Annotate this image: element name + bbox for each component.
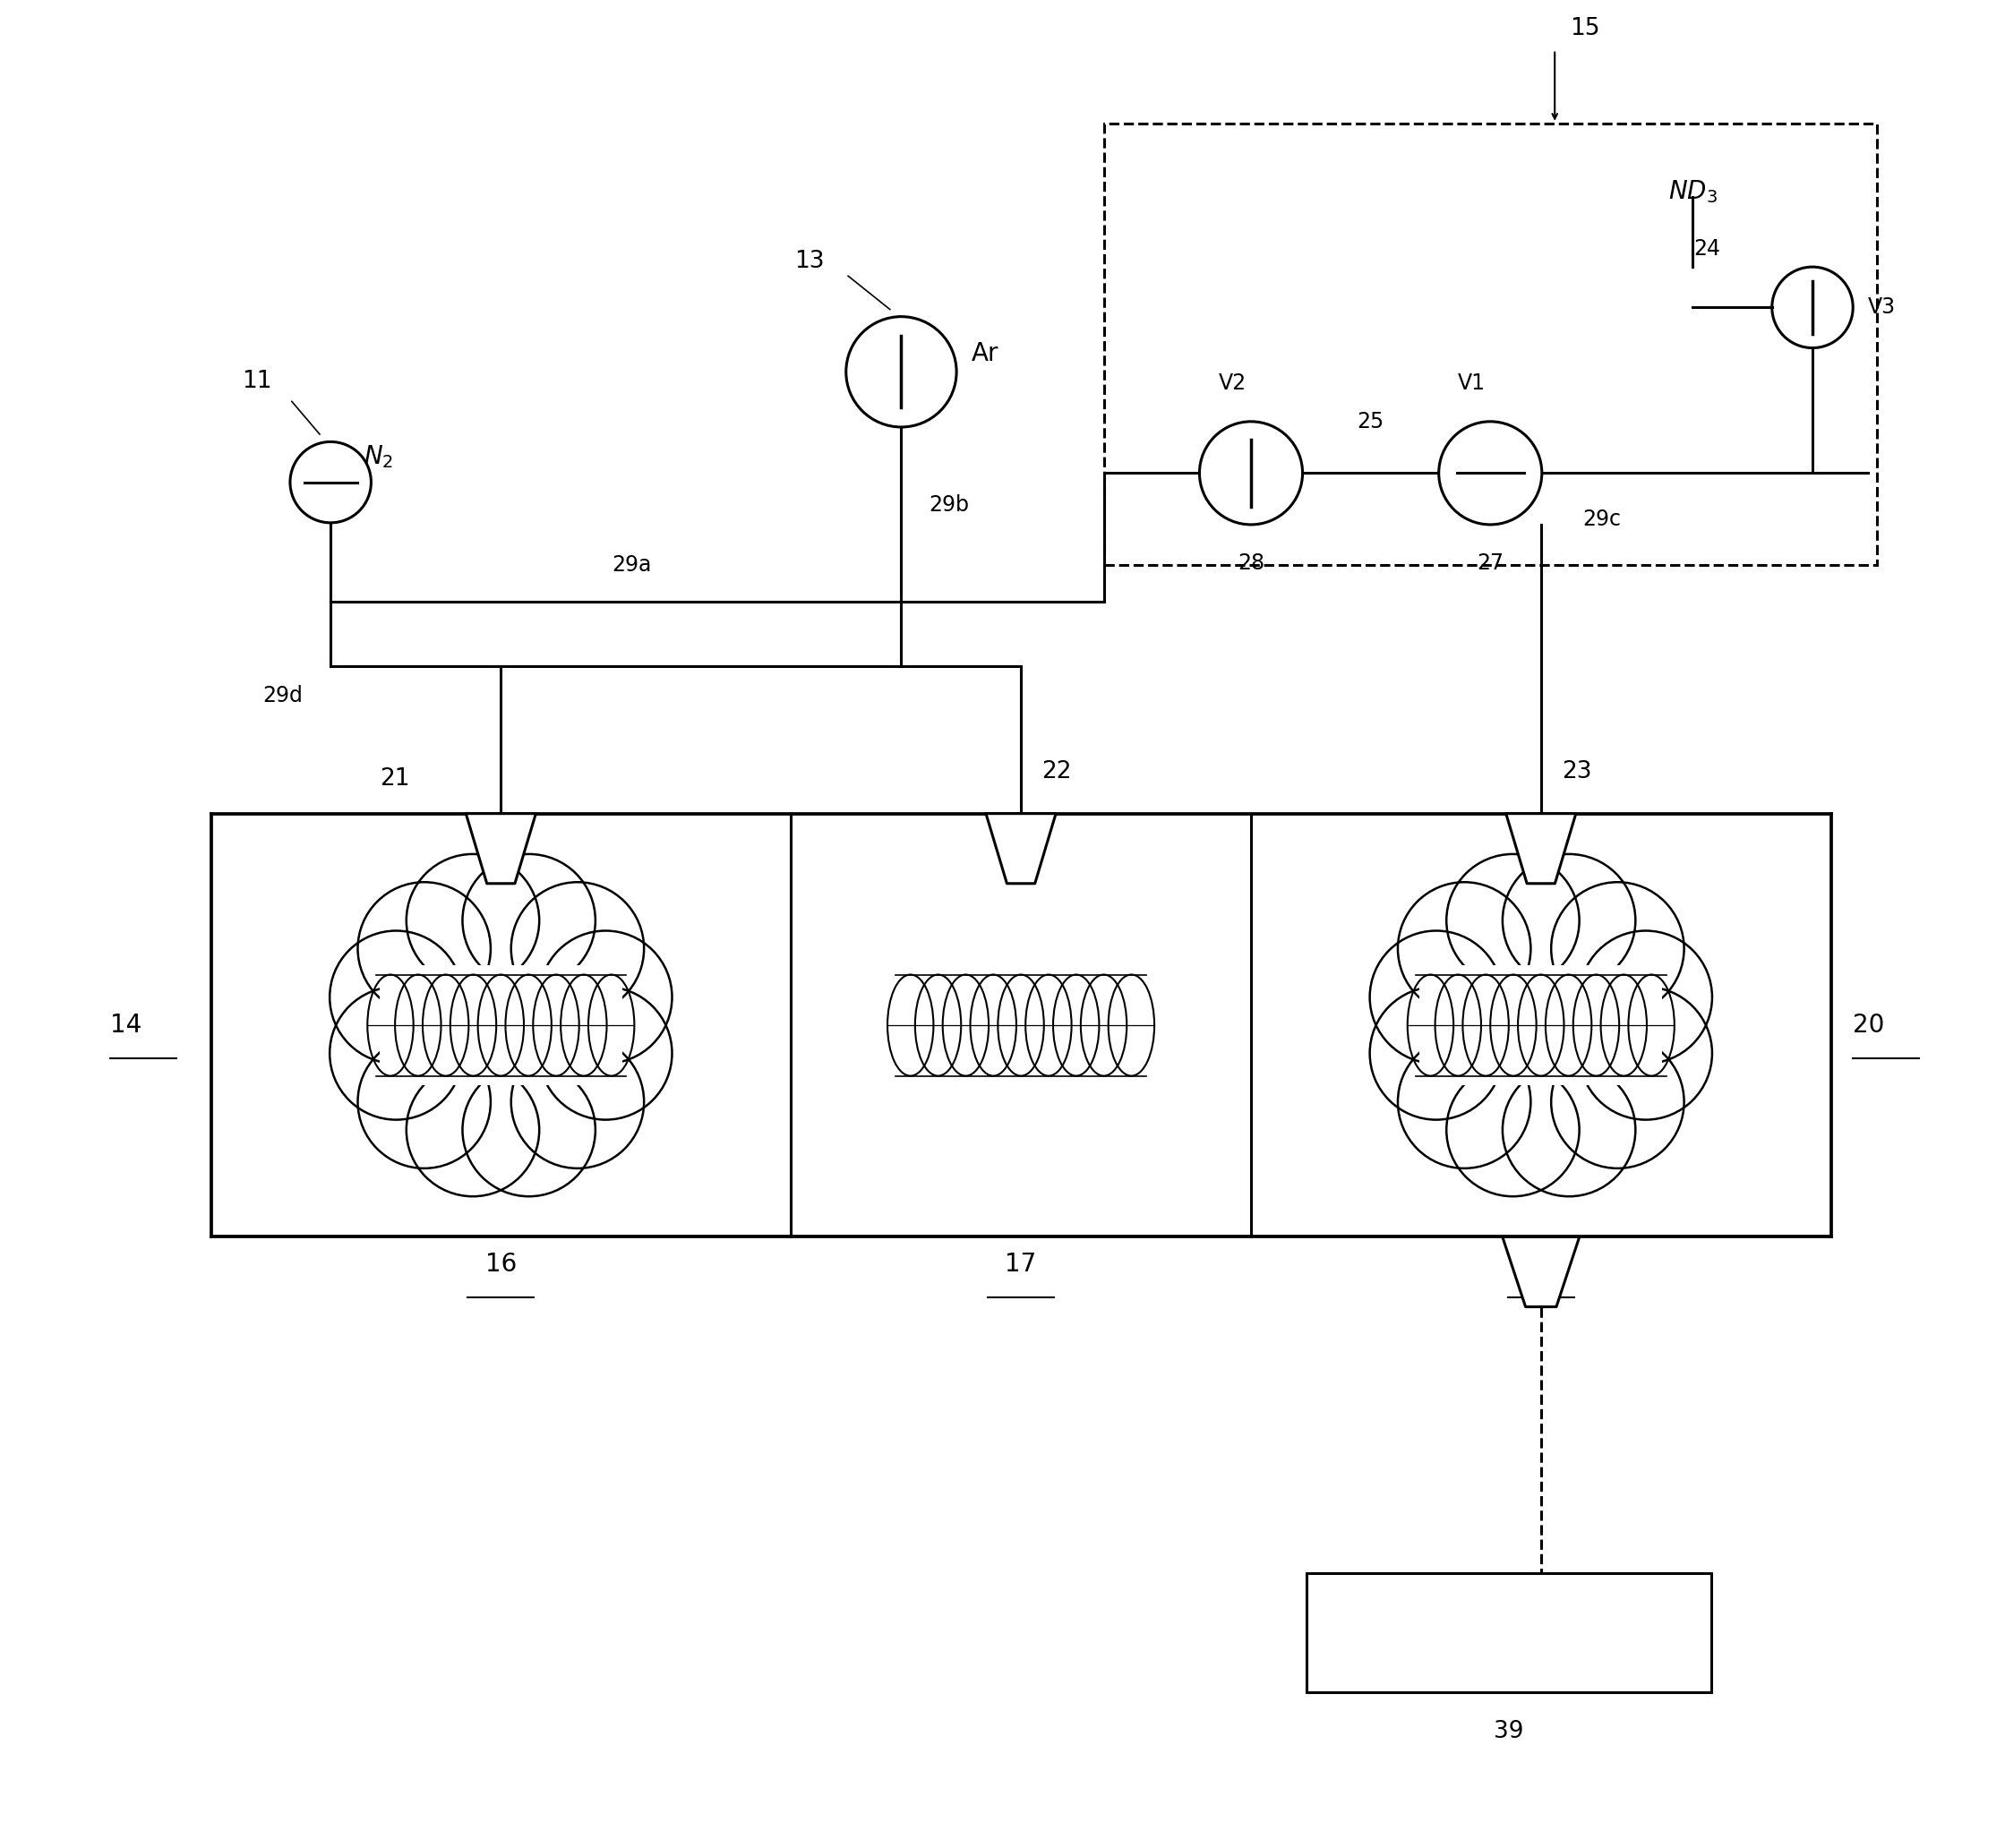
Text: 22: 22 (1043, 760, 1073, 784)
Text: 23: 23 (1562, 760, 1592, 784)
Text: V2: V2 (1219, 373, 1247, 394)
Circle shape (539, 931, 672, 1064)
Circle shape (329, 931, 463, 1064)
Text: V3: V3 (1869, 298, 1895, 318)
Circle shape (1369, 931, 1502, 1064)
Circle shape (1440, 421, 1542, 525)
Text: 39: 39 (1494, 1720, 1524, 1743)
Circle shape (357, 1035, 491, 1168)
Text: $N_2$: $N_2$ (363, 444, 393, 469)
Circle shape (511, 881, 644, 1015)
Text: 21: 21 (379, 767, 409, 791)
Text: 29a: 29a (612, 554, 652, 577)
Circle shape (1580, 987, 1712, 1120)
Polygon shape (1506, 813, 1576, 883)
Circle shape (1369, 987, 1502, 1120)
Text: 24: 24 (1694, 238, 1720, 259)
Circle shape (1397, 1035, 1530, 1168)
Circle shape (407, 1063, 539, 1196)
Text: 27: 27 (1478, 553, 1504, 573)
Circle shape (1552, 1035, 1684, 1168)
Text: 18: 18 (1526, 1251, 1556, 1277)
Circle shape (539, 987, 672, 1120)
Ellipse shape (347, 872, 656, 1179)
Polygon shape (465, 813, 535, 883)
Polygon shape (1502, 1236, 1580, 1307)
Circle shape (846, 316, 956, 427)
Text: 25: 25 (1357, 410, 1383, 432)
Text: 28: 28 (1237, 553, 1265, 573)
Bar (379, 965, 622, 1085)
Bar (900, 965, 1143, 1085)
Text: 15: 15 (1570, 17, 1600, 41)
Circle shape (407, 854, 539, 987)
Circle shape (1199, 421, 1303, 525)
Text: 17: 17 (1005, 1251, 1037, 1277)
Text: V1: V1 (1458, 373, 1486, 394)
Circle shape (1502, 1063, 1636, 1196)
Text: 20: 20 (1853, 1013, 1885, 1039)
Text: $ND_3$: $ND_3$ (1668, 179, 1718, 205)
Circle shape (291, 442, 371, 523)
Polygon shape (986, 813, 1057, 883)
Ellipse shape (1387, 872, 1694, 1179)
Bar (1305, 1573, 1710, 1693)
Circle shape (1772, 266, 1853, 347)
Circle shape (463, 854, 595, 987)
Circle shape (1552, 881, 1684, 1015)
Circle shape (1446, 1063, 1580, 1196)
Text: 29d: 29d (263, 686, 303, 706)
Circle shape (329, 987, 463, 1120)
Text: 13: 13 (794, 249, 824, 274)
Text: 29c: 29c (1582, 508, 1620, 530)
Circle shape (357, 881, 491, 1015)
Text: 16: 16 (485, 1251, 517, 1277)
Text: 29b: 29b (928, 495, 968, 516)
Bar (1420, 965, 1662, 1085)
Circle shape (511, 1035, 644, 1168)
Circle shape (1502, 854, 1636, 987)
Text: 11: 11 (243, 370, 273, 392)
Circle shape (1397, 881, 1530, 1015)
Circle shape (1580, 931, 1712, 1064)
Text: 14: 14 (110, 1013, 140, 1039)
Circle shape (1446, 854, 1580, 987)
Text: Ar: Ar (970, 340, 998, 366)
Circle shape (463, 1063, 595, 1196)
